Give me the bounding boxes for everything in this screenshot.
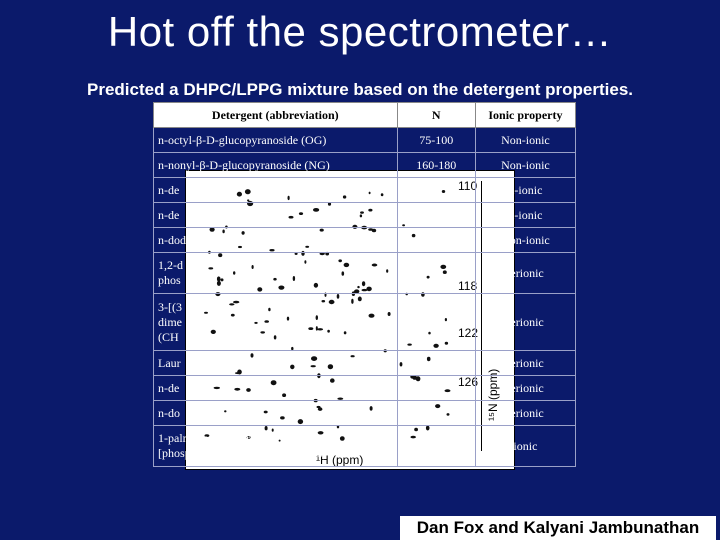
- spectrum-peak: [440, 264, 447, 269]
- credit-text: Dan Fox and Kalyani Jambunathan: [400, 516, 716, 540]
- cell-ionic: terionic: [474, 375, 577, 401]
- cell-detergent: n-nonyl-β-D-glucopyranoside (NG): [153, 152, 398, 178]
- spectrum-peak: [399, 362, 403, 367]
- table-row: n-de n-ionic: [153, 202, 577, 228]
- cell-ionic: terionic: [474, 252, 577, 294]
- cell-detergent: n-de: [153, 375, 398, 401]
- cell-ionic: terionic: [474, 293, 577, 351]
- spectrum-peak: [433, 343, 439, 348]
- spectrum-peak: [444, 389, 451, 393]
- spectrum-peak: [446, 413, 450, 416]
- table-row: n-do terionic: [153, 400, 577, 426]
- table-row: 1,2-d phos terionic: [153, 252, 577, 294]
- tick-label-126: 126: [458, 375, 479, 389]
- slide-subtitle: Predicted a DHPC/LPPG mixture based on t…: [86, 80, 633, 99]
- cell-detergent: n-dodecyl-β-D-maltoside (DoDM): [153, 227, 398, 253]
- cell-ionic: Non-ionic: [474, 227, 577, 253]
- cell-ionic: terionic: [474, 350, 577, 376]
- spectrum-peak: [426, 275, 430, 279]
- header-n: N: [396, 102, 476, 128]
- cell-ionic: n-ionic: [474, 202, 577, 228]
- cell-detergent: n-do: [153, 400, 398, 426]
- tick-label-110: 110: [458, 179, 478, 193]
- spectrum-peak: [435, 404, 441, 409]
- spectrum-peak: [428, 331, 431, 335]
- cell-detergent: n-de: [153, 177, 398, 203]
- spectrum-peak: [444, 341, 449, 345]
- cell-n: 75-100: [396, 127, 476, 153]
- table-row: n-nonyl-β-D-glucopyranoside (NG) 160-180 N…: [153, 152, 577, 178]
- cell-ionic: terionic: [474, 400, 577, 426]
- spectrum-peak: [421, 292, 425, 297]
- table-row: n-dodecyl-β-D-maltoside (DoDM) 130-140 Non…: [153, 227, 577, 253]
- cell-n: 130-140: [396, 227, 476, 253]
- cell-detergent: 1-palmitoyl-2-hydroxy-sn-glycero-3- [pho…: [153, 425, 398, 467]
- cell-detergent: n-de: [153, 202, 398, 228]
- table-row: Laur terionic: [153, 350, 577, 376]
- tick-label-122: 122: [458, 326, 479, 340]
- spectrum-peak: [407, 343, 412, 346]
- cell-detergent: 3-[(3 dime (CH: [153, 293, 398, 351]
- table-row: n-de n-ionic: [153, 177, 577, 203]
- table-row: n-de terionic: [153, 375, 577, 401]
- table-row: 1-palmitoyl-2-hydroxy-sn-glycero-3- [pho…: [153, 425, 577, 467]
- cell-n: 100-105: [396, 425, 476, 467]
- slide-title: Hot off the spectrometer…: [107, 8, 613, 55]
- spectrum-peak: [405, 292, 408, 296]
- cell-n: 160-180: [396, 152, 476, 178]
- detergent-table: Detergent (abbreviation) N Ionic propert…: [153, 102, 577, 467]
- spectrum-peak: [426, 356, 431, 362]
- cell-ionic: Non-ionic: [474, 152, 577, 178]
- cell-ionic: Non-ionic: [474, 127, 577, 153]
- cell-ionic: ionic: [474, 425, 577, 467]
- spectrum-peak: [442, 270, 447, 274]
- cell-detergent: n-octyl-β-D-glucopyranoside (OG): [153, 127, 398, 153]
- spectrum-peak: [444, 318, 447, 322]
- cell-ionic: n-ionic: [474, 177, 577, 203]
- tick-label-118: 118: [458, 279, 478, 293]
- cell-detergent: 1,2-d phos: [153, 252, 398, 294]
- header-ionic: Ionic property: [474, 102, 577, 128]
- spectrum-peak: [412, 375, 418, 380]
- table-row: 3-[(3 dime (CH terionic: [153, 293, 577, 351]
- header-detergent: Detergent (abbreviation): [153, 102, 398, 128]
- spectrum-peak: [402, 224, 405, 227]
- table-row: n-octyl-β-D-glucopyranoside (OG) 75-100 No…: [153, 127, 577, 153]
- cell-detergent: Laur: [153, 350, 398, 376]
- spectrum-peak: [441, 190, 446, 193]
